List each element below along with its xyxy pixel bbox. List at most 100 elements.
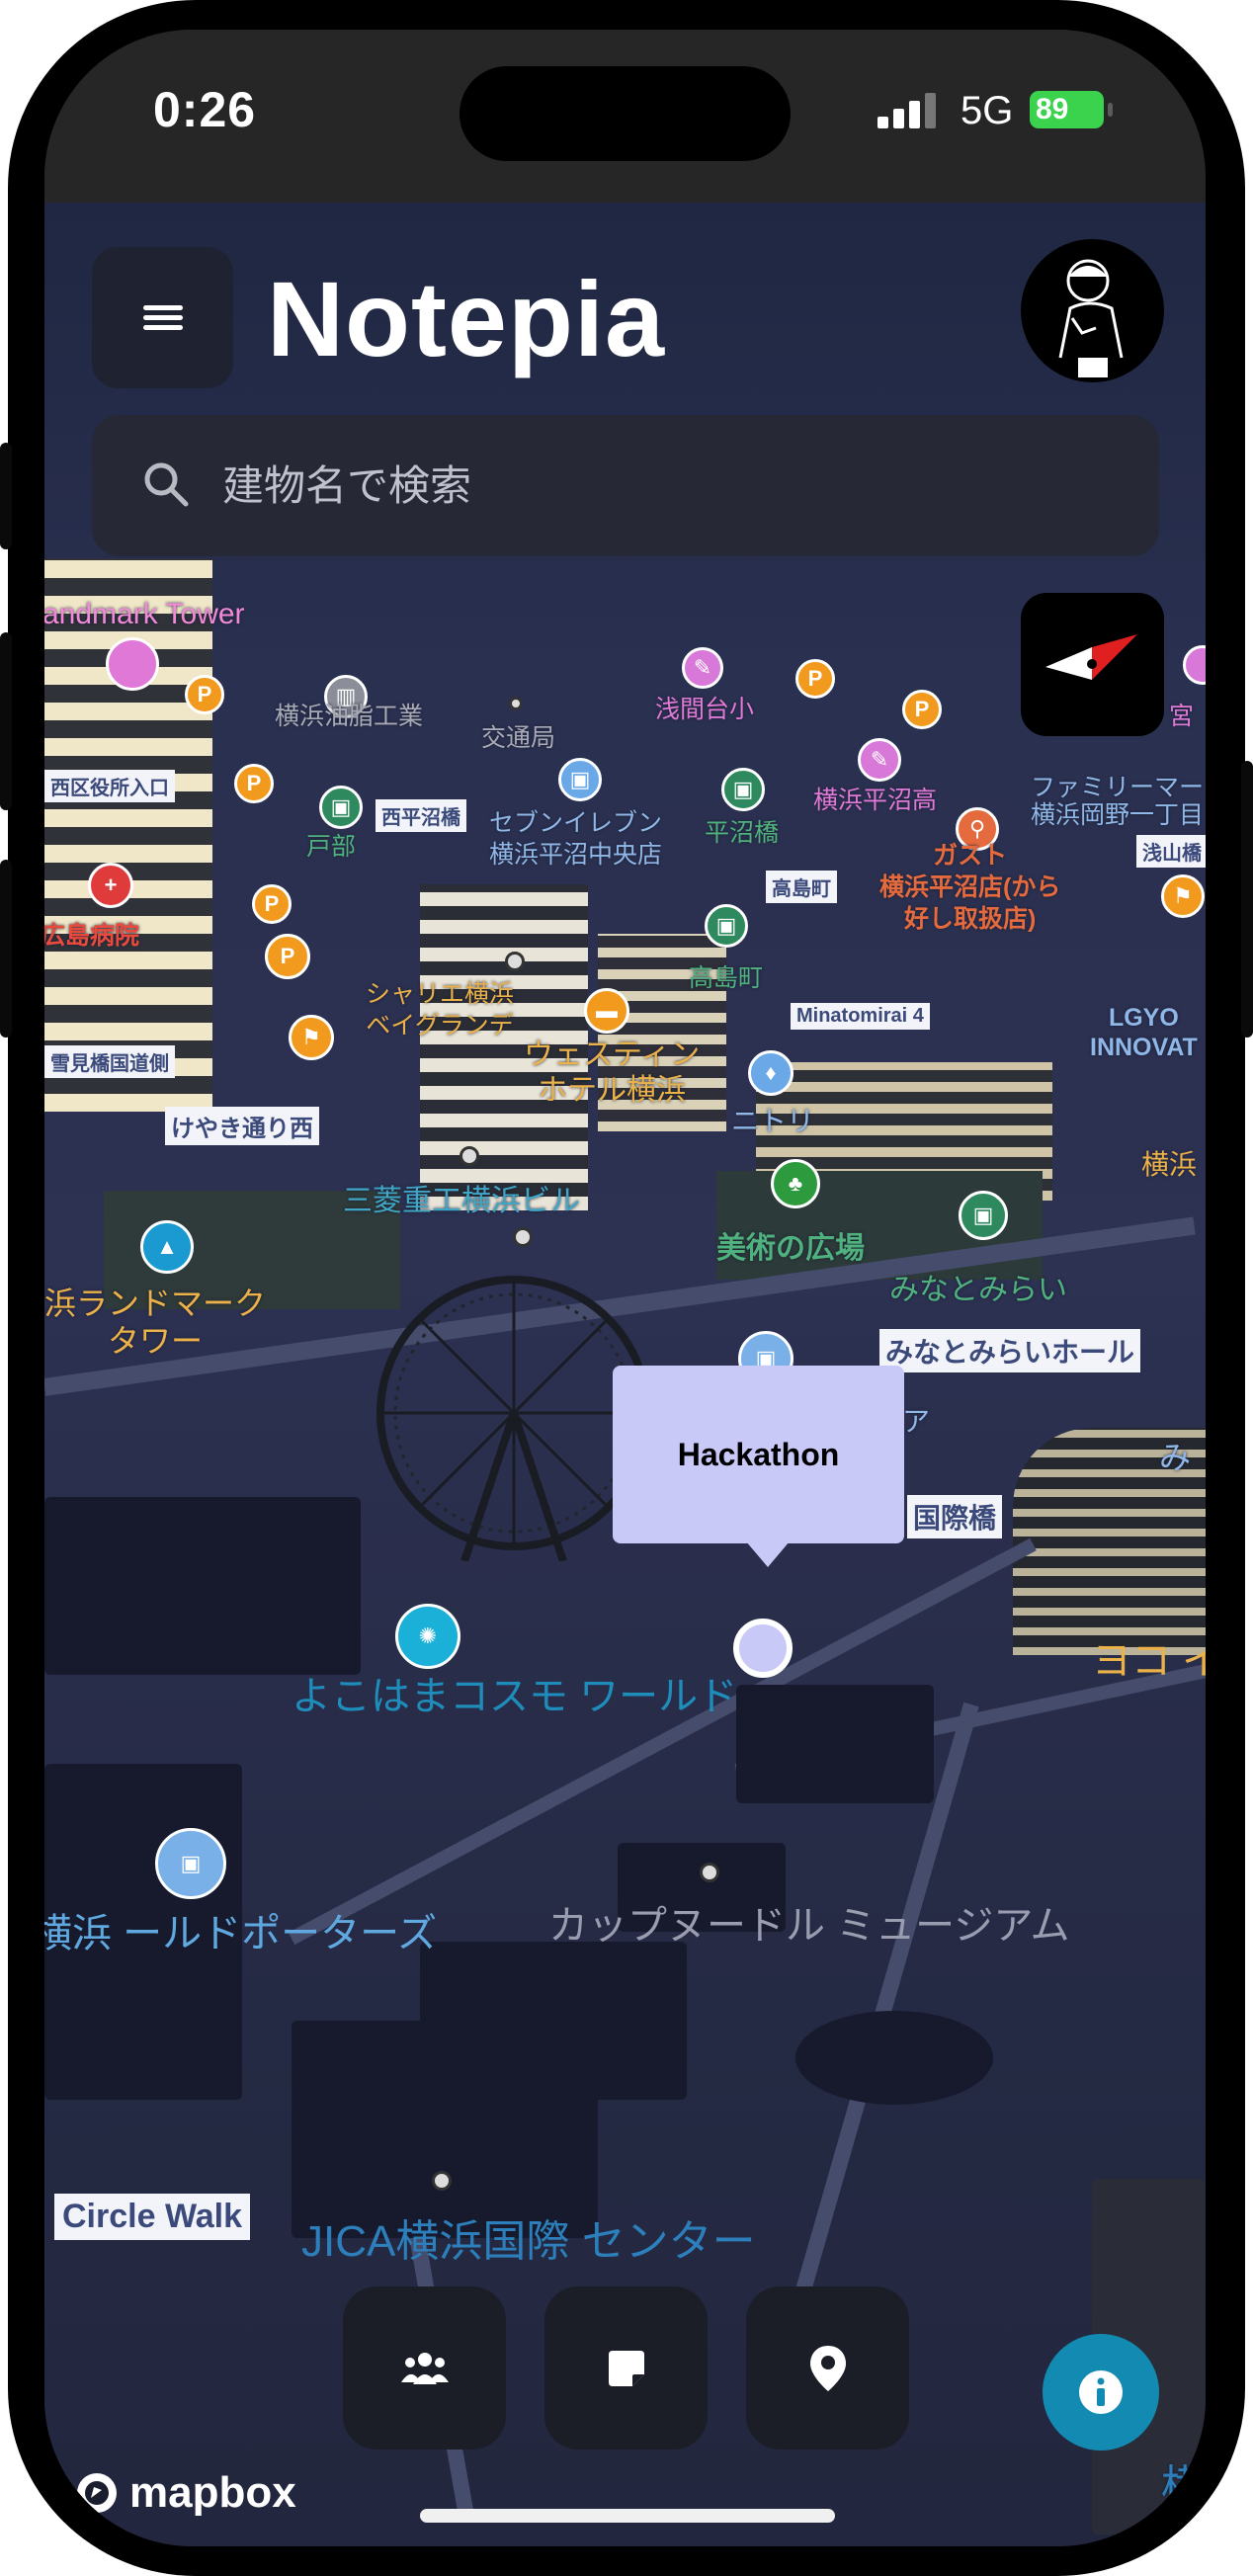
train-icon[interactable]: ▣: [319, 786, 363, 829]
map-dot: [459, 1146, 479, 1166]
map-label: 横浜: [1141, 1149, 1198, 1180]
search-bar[interactable]: [92, 415, 1159, 556]
parking-icon[interactable]: P: [795, 659, 835, 699]
location-button[interactable]: [746, 2286, 909, 2450]
map-tag: けやき通り西: [165, 1107, 319, 1145]
shop-icon[interactable]: ▣: [155, 1828, 226, 1899]
network-type: 5G: [961, 89, 1014, 132]
building: [795, 2011, 993, 2105]
map-label: 平沼橋: [705, 819, 780, 847]
map-dot: [700, 1863, 719, 1882]
note-icon: [608, 2350, 644, 2386]
location-pin-icon: [809, 2345, 846, 2391]
park-icon[interactable]: ♣: [771, 1159, 820, 1208]
building: [736, 1685, 934, 1803]
battery-icon: 89: [1030, 91, 1104, 128]
map-label: LGYO INNOVAT: [1090, 1004, 1198, 1061]
school-icon[interactable]: ✎: [858, 738, 901, 782]
map-tag: 浅山橋: [1136, 835, 1206, 868]
map-label: andmark Tower: [44, 598, 245, 630]
map-label: み: [1159, 1440, 1192, 1475]
map-label: ア: [902, 1406, 931, 1437]
map-tag: みなとみらいホール: [879, 1329, 1141, 1372]
building: [44, 1497, 361, 1675]
menu-button[interactable]: [92, 247, 233, 388]
map-tag: 西平沼橋: [376, 799, 466, 832]
notes-button[interactable]: [544, 2286, 708, 2450]
map-tag: 雪見橋国道側: [44, 1045, 175, 1078]
map-label: 宮: [1169, 703, 1195, 730]
people-button[interactable]: [343, 2286, 506, 2450]
map-label: 高島町: [689, 964, 764, 992]
signal-icon: [877, 89, 937, 128]
map-label: 広島病院: [44, 922, 140, 950]
shop-icon[interactable]: ▣: [558, 758, 602, 801]
info-icon: [1079, 2370, 1123, 2414]
factory-icon[interactable]: ▥: [324, 675, 368, 718]
compass-icon: [1045, 634, 1137, 680]
parking-icon[interactable]: P: [185, 675, 224, 714]
school-icon[interactable]: [1183, 645, 1206, 685]
shop-icon[interactable]: ♦: [748, 1050, 794, 1096]
hotel-icon[interactable]: ▬: [584, 988, 629, 1034]
map-dot: [509, 697, 523, 710]
parking-icon[interactable]: P: [265, 934, 310, 979]
map-tag: Minatomirai 4: [791, 1003, 930, 1030]
map-label: 横浜平沼高: [813, 787, 938, 814]
hackathon-popup[interactable]: Hackathon: [613, 1366, 904, 1543]
map-label: セブンイレブン 横浜平沼中央店: [489, 809, 663, 869]
school-icon[interactable]: ✎: [682, 647, 723, 689]
map-label: ニトリ: [731, 1106, 815, 1136]
map-label: 三菱重工横浜ビル: [343, 1185, 580, 1217]
location-marker[interactable]: [733, 1619, 793, 1678]
parking-icon[interactable]: P: [252, 884, 292, 924]
map-view[interactable]: P ▥ ✎ P P ✎ P ▣ ▣ ▣ ⚲ ⚑ + P P ▣ ▬ ⚑ ♦ ♣ …: [44, 203, 1206, 2546]
parking-icon[interactable]: ⚑: [289, 1015, 334, 1060]
hospital-icon[interactable]: +: [88, 863, 133, 908]
tower-icon[interactable]: ▲: [140, 1220, 194, 1274]
parking-icon[interactable]: ⚑: [1161, 874, 1205, 918]
phone-side-button: [1241, 761, 1253, 1038]
map-label: 戸部: [306, 833, 357, 861]
train-icon[interactable]: ▣: [959, 1191, 1008, 1240]
map-label: 浅間台小: [655, 696, 755, 723]
search-input[interactable]: [220, 455, 1114, 516]
home-indicator[interactable]: [420, 2509, 835, 2523]
map-label: 交通局: [481, 724, 556, 752]
battery-cap: [1108, 103, 1113, 117]
avatar[interactable]: [1021, 239, 1164, 382]
compass-button[interactable]: [1021, 593, 1164, 736]
building: [44, 1764, 242, 2100]
restaurant-icon[interactable]: ⚲: [956, 807, 999, 851]
map-label: 美術の広場: [716, 1232, 865, 1265]
map-tag: 国際橋: [907, 1495, 1003, 1538]
mapbox-logo[interactable]: mapbox: [74, 2468, 296, 2518]
train-icon[interactable]: ▣: [721, 768, 765, 811]
map-label: ガスト 横浜平沼店(から 好し取扱店): [879, 842, 1061, 933]
hamburger-icon: [142, 300, 183, 335]
train-icon[interactable]: ▣: [705, 904, 748, 948]
search-icon: [144, 462, 189, 507]
dynamic-island: [459, 66, 791, 161]
building: [420, 884, 588, 1210]
info-button[interactable]: [1043, 2334, 1159, 2451]
parking-icon[interactable]: P: [902, 690, 942, 729]
status-bar: 0:26 5G 89: [44, 30, 1206, 203]
map-label: ファミリーマー 横浜岡野一丁目: [1031, 774, 1205, 829]
amusement-icon[interactable]: ✺: [395, 1604, 460, 1669]
building: [598, 934, 726, 1131]
phone-side-button: [0, 860, 12, 1038]
parking-icon[interactable]: P: [234, 764, 274, 803]
phone-side-button: [0, 632, 12, 810]
people-icon: [400, 2352, 449, 2384]
map-label: ヨコ インタ: [1092, 1639, 1206, 1683]
building: [292, 2021, 598, 2238]
map-dot: [505, 952, 525, 971]
mapbox-text: mapbox: [129, 2468, 296, 2517]
poi-icon[interactable]: [106, 637, 159, 691]
user-avatar-icon: [1058, 259, 1124, 377]
map-label: 横浜油脂工業: [275, 703, 424, 730]
map-label: みなとみらい: [889, 1274, 1067, 1306]
battery-level: 89: [1036, 93, 1069, 125]
map-label: ウェスティン ホテル横浜: [524, 1039, 701, 1107]
